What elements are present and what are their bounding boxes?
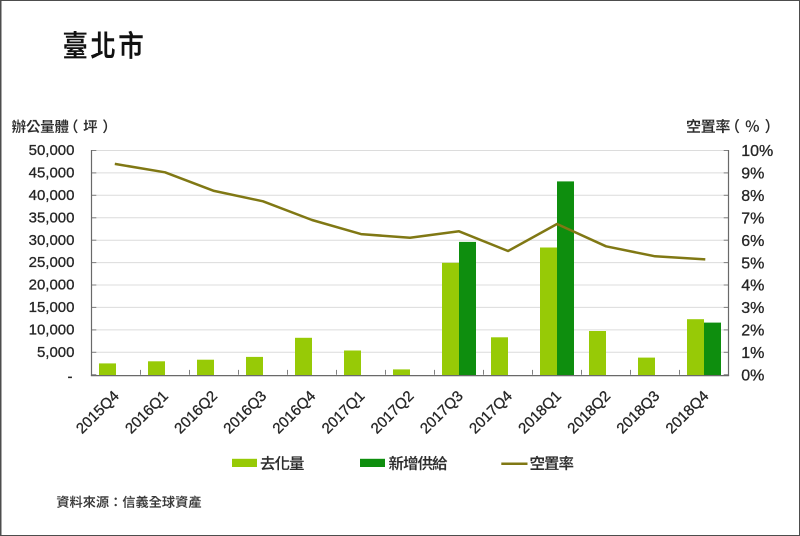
svg-text:9%: 9%: [741, 166, 764, 183]
svg-text:3%: 3%: [741, 300, 764, 317]
svg-text:25,000: 25,000: [29, 254, 75, 271]
svg-text:6%: 6%: [741, 233, 764, 250]
svg-text:0%: 0%: [741, 367, 764, 384]
svg-text:4%: 4%: [741, 278, 764, 295]
svg-text:-: -: [68, 369, 73, 386]
svg-text:5%: 5%: [741, 255, 764, 272]
svg-text:7%: 7%: [741, 211, 764, 228]
svg-text:2%: 2%: [741, 323, 764, 340]
svg-text:10%: 10%: [741, 143, 773, 160]
svg-text:40,000: 40,000: [29, 187, 75, 204]
svg-text:1%: 1%: [741, 345, 764, 362]
svg-text:35,000: 35,000: [29, 209, 75, 226]
svg-text:20,000: 20,000: [29, 277, 75, 294]
svg-text:45,000: 45,000: [29, 165, 75, 182]
svg-text:5,000: 5,000: [37, 344, 75, 361]
svg-text:15,000: 15,000: [29, 299, 75, 316]
svg-text:50,000: 50,000: [29, 142, 75, 159]
svg-text:30,000: 30,000: [29, 232, 75, 249]
svg-text:10,000: 10,000: [29, 322, 75, 339]
svg-text:8%: 8%: [741, 188, 764, 205]
